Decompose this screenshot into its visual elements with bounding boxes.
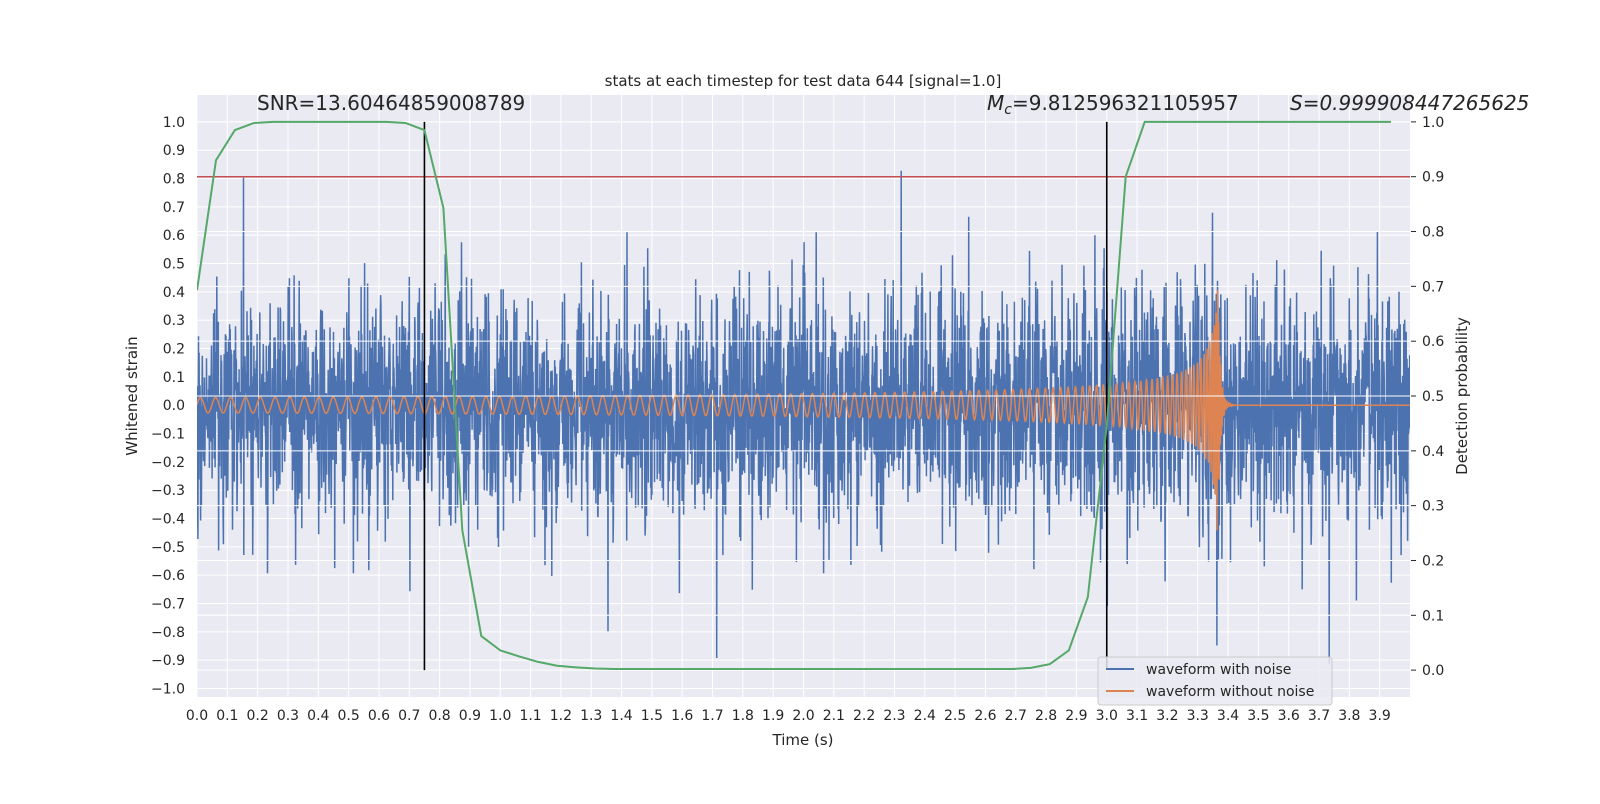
- x-tick-label: 2.7: [1005, 708, 1027, 724]
- x-tick-label: 1.3: [580, 708, 602, 724]
- x-tick-label: 3.4: [1217, 708, 1239, 724]
- x-tick-label: 0.7: [398, 708, 420, 724]
- x-tick-label: 2.5: [944, 708, 966, 724]
- y-tick-label-right: 0.6: [1422, 334, 1444, 350]
- y-ticks-left: 1.0 0.9 0.8 0.7 0.6 0.5 0.4 0.3 0.2 0.1 0.0 −0.1 −0.…: [151, 115, 185, 698]
- x-tick-label: 1.8: [732, 708, 754, 724]
- y-tick-label: 0.2: [163, 342, 185, 358]
- y-tick-label: −0.9: [151, 653, 185, 669]
- y-tick-label: −0.7: [151, 597, 185, 613]
- x-tick-label: 3.3: [1187, 708, 1209, 724]
- x-tick-label: 3.7: [1308, 708, 1330, 724]
- y-tick-label: −1.0: [151, 682, 185, 698]
- y-tick-label: 0.1: [163, 370, 185, 386]
- s-value: S=0.999908447265625: [1290, 91, 1529, 115]
- x-ticks: 0.0 0.1 0.2 0.3 0.4 0.5 0.6 0.7 0.8 0.9 1.0 1.1 1.2 1…: [186, 708, 1391, 724]
- y-tick-label: −0.6: [151, 568, 185, 584]
- y-tick-label-right: 0.5: [1422, 389, 1444, 405]
- y-tick-label-right: 0.2: [1422, 553, 1444, 569]
- x-tick-label: 2.3: [883, 708, 905, 724]
- chart-title: stats at each timestep for test data 644…: [605, 72, 1002, 90]
- x-tick-label: 2.4: [914, 708, 936, 724]
- x-tick-label: 3.6: [1278, 708, 1300, 724]
- mc-value: =9.812596321105957: [1012, 91, 1239, 115]
- y-tick-label-right: 0.8: [1422, 225, 1444, 241]
- x-tick-label: 3.5: [1247, 708, 1269, 724]
- y-tick-label: −0.4: [151, 512, 185, 528]
- y-tick-label: 0.6: [163, 228, 185, 244]
- y-tick-label-right: 1.0: [1422, 115, 1444, 131]
- x-tick-label: 0.9: [459, 708, 481, 724]
- y-tick-label: 0.0: [163, 398, 185, 414]
- x-tick-label: 2.9: [1065, 708, 1087, 724]
- y-tick-label: 0.8: [163, 172, 185, 188]
- x-tick-label: 0.3: [277, 708, 299, 724]
- x-tick-label: 0.4: [307, 708, 329, 724]
- x-tick-label: 3.1: [1126, 708, 1148, 724]
- x-tick-label: 1.1: [519, 708, 541, 724]
- chirp-mass-annotation: Mc=9.812596321105957: [987, 91, 1239, 118]
- snr-annotation: SNR=13.60464859008789: [257, 91, 525, 115]
- x-tick-label: 1.7: [701, 708, 723, 724]
- y-tick-label: −0.8: [151, 625, 185, 641]
- x-tick-label: 0.1: [216, 708, 238, 724]
- y-tick-label: −0.1: [151, 427, 185, 443]
- x-tick-label: 1.0: [489, 708, 511, 724]
- y-tick-label-right: 0.3: [1422, 499, 1444, 515]
- legend-label-without-noise: waveform without noise: [1146, 684, 1314, 700]
- x-tick-label: 3.0: [1096, 708, 1118, 724]
- x-tick-label: 3.9: [1369, 708, 1391, 724]
- x-tick-label: 2.1: [823, 708, 845, 724]
- y-tick-label-right: 0.7: [1422, 279, 1444, 295]
- x-tick-label: 0.5: [337, 708, 359, 724]
- x-tick-label: 3.2: [1156, 708, 1178, 724]
- x-tick-label: 0.6: [368, 708, 390, 724]
- x-tick-label: 1.4: [610, 708, 632, 724]
- x-tick-label: 1.2: [550, 708, 572, 724]
- y-tick-label-right: 0.1: [1422, 608, 1444, 624]
- y-tick-label-right: 0.9: [1422, 170, 1444, 186]
- x-tick-label: 1.5: [641, 708, 663, 724]
- y-axis-label: Whitened strain: [123, 336, 141, 455]
- y-tick-label: 0.9: [163, 143, 185, 159]
- legend-label-with-noise: waveform with noise: [1146, 662, 1291, 678]
- y-tick-label: 0.4: [163, 285, 185, 301]
- y-tick-label: 0.3: [163, 313, 185, 329]
- y-tick-label-right: 0.4: [1422, 444, 1444, 460]
- x-tick-label: 0.8: [428, 708, 450, 724]
- x-tick-label: 0.2: [247, 708, 269, 724]
- y-tick-label: −0.5: [151, 540, 185, 556]
- y-tick-label-right: 0.0: [1422, 663, 1444, 679]
- x-tick-label: 2.2: [853, 708, 875, 724]
- legend: waveform with noise waveform without noi…: [1098, 657, 1332, 705]
- y-tick-label: −0.2: [151, 455, 185, 471]
- y-ticks-right: 1.0 0.9 0.8 0.7 0.6 0.5 0.4 0.3 0.2 0.1 0.0: [1411, 115, 1444, 679]
- x-tick-label: 2.0: [792, 708, 814, 724]
- x-axis-label: Time (s): [772, 731, 834, 749]
- y-tick-label: −0.3: [151, 483, 185, 499]
- y-axis-label-right: Detection probability: [1453, 317, 1471, 475]
- x-tick-label: 3.8: [1338, 708, 1360, 724]
- x-tick-label: 2.6: [974, 708, 996, 724]
- x-tick-label: 1.6: [671, 708, 693, 724]
- y-tick-label: 0.5: [163, 257, 185, 273]
- x-tick-label: 1.9: [762, 708, 784, 724]
- mc-symbol: M: [987, 91, 1004, 115]
- y-tick-label: 0.7: [163, 200, 185, 216]
- y-tick-label: 1.0: [163, 115, 185, 131]
- x-tick-label: 0.0: [186, 708, 208, 724]
- x-tick-label: 2.8: [1035, 708, 1057, 724]
- s-annotation: S=0.999908447265625: [1290, 91, 1529, 115]
